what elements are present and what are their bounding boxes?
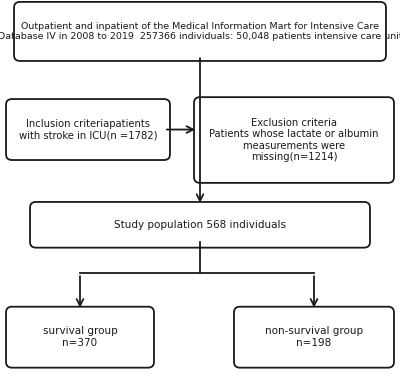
FancyBboxPatch shape bbox=[6, 307, 154, 368]
Text: Inclusion criteriapatients
with stroke in ICU(n =1782): Inclusion criteriapatients with stroke i… bbox=[19, 119, 157, 140]
Text: survival group
n=370: survival group n=370 bbox=[43, 327, 117, 348]
Text: Study population 568 individuals: Study population 568 individuals bbox=[114, 220, 286, 230]
FancyBboxPatch shape bbox=[30, 202, 370, 248]
Text: Exclusion criteria
Patients whose lactate or albumin
measurements were
missing(n: Exclusion criteria Patients whose lactat… bbox=[209, 118, 379, 162]
Text: Outpatient and inpatient of the Medical Information Mart for Intensive Care
Data: Outpatient and inpatient of the Medical … bbox=[0, 22, 400, 41]
FancyBboxPatch shape bbox=[234, 307, 394, 368]
FancyBboxPatch shape bbox=[6, 99, 170, 160]
Text: non-survival group
n=198: non-survival group n=198 bbox=[265, 327, 363, 348]
FancyBboxPatch shape bbox=[194, 97, 394, 183]
FancyBboxPatch shape bbox=[14, 2, 386, 61]
